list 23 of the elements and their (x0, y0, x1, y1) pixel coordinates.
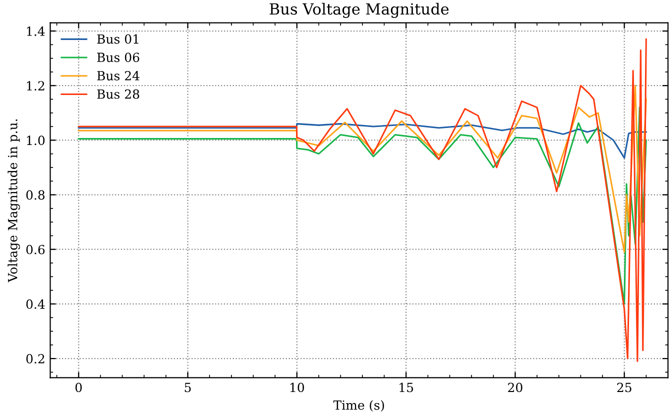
y-tick-label: 1.4 (27, 26, 45, 36)
y-axis-title: Voltage Magnitude in p.u. (8, 119, 20, 282)
x-axis-title: Time (s) (333, 400, 384, 412)
x-tick-label: 10 (290, 382, 304, 392)
x-tick-label: 0 (75, 382, 82, 392)
legend-label: Bus 06 (97, 52, 140, 62)
legend-label: Bus 24 (97, 70, 140, 80)
x-tick-label: 5 (184, 382, 191, 392)
y-tick-label: 0.4 (26, 299, 45, 309)
legend-label: Bus 28 (97, 89, 140, 99)
y-tick-label: 0.6 (26, 244, 45, 254)
y-tick-label: 1.2 (27, 81, 44, 91)
y-tick-label: 0.2 (26, 354, 44, 364)
chart-title: Bus Voltage Magnitude (270, 2, 449, 18)
legend-label: Bus 01 (97, 34, 138, 44)
x-tick-label: 15 (400, 382, 414, 392)
line-series (78, 84, 647, 253)
line-series (78, 106, 647, 305)
x-tick-label: 20 (508, 382, 522, 392)
line-series (78, 123, 647, 159)
y-tick-label: 1.0 (27, 136, 45, 146)
x-tick-label: 25 (617, 382, 632, 392)
y-tick-label: 0.8 (26, 190, 45, 200)
